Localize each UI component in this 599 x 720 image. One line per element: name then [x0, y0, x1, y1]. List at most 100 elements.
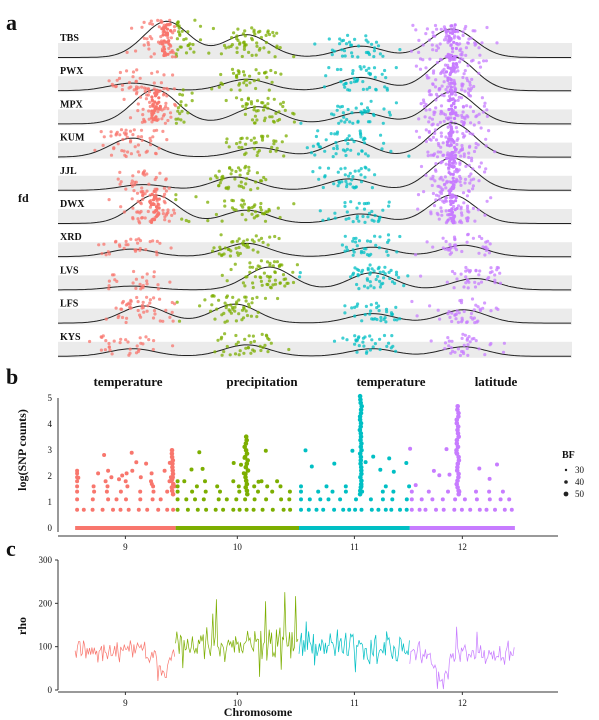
fd-point: [356, 119, 360, 123]
snp-point: [234, 497, 239, 502]
fd-point: [140, 275, 145, 279]
population-label: DWX: [60, 199, 85, 210]
fd-point: [156, 18, 160, 22]
snp-point: [309, 464, 314, 469]
snp-point: [114, 497, 119, 502]
fd-point: [443, 27, 447, 31]
snp-point: [454, 437, 460, 443]
fd-point: [217, 298, 221, 302]
fd-point: [477, 165, 482, 169]
fd-point: [438, 120, 442, 124]
fd-point: [390, 334, 394, 338]
fd-point: [414, 253, 418, 257]
fd-point: [464, 281, 468, 285]
fd-point: [446, 76, 450, 80]
snp-point: [338, 497, 343, 502]
fd-point: [409, 49, 413, 53]
fd-point: [119, 180, 123, 184]
fd-point: [145, 149, 149, 153]
fd-point: [160, 42, 164, 46]
fd-point: [271, 264, 275, 268]
fd-point: [168, 280, 172, 284]
fd-point: [428, 89, 432, 93]
fd-point: [482, 104, 486, 108]
fd-point: [444, 162, 448, 166]
fd-point: [164, 189, 168, 193]
fd-point: [132, 189, 136, 193]
fd-point: [158, 319, 162, 323]
ridge-row: MPX: [58, 86, 572, 126]
fd-point: [215, 176, 219, 180]
fd-point: [461, 30, 465, 34]
fd-point: [383, 68, 387, 73]
fd-point: [151, 316, 156, 320]
snp-point: [75, 468, 80, 473]
fd-point: [336, 170, 340, 174]
fd-point: [246, 346, 250, 350]
fd-point: [333, 216, 337, 220]
fd-point: [447, 163, 451, 167]
snp-point: [357, 417, 363, 423]
fd-point: [224, 46, 228, 50]
fd-point: [437, 217, 441, 221]
fd-point: [258, 275, 262, 279]
fd-point: [235, 75, 239, 80]
fd-point: [230, 168, 234, 172]
fd-point: [231, 71, 236, 75]
fd-point: [174, 52, 178, 56]
fd-point: [472, 316, 476, 320]
fd-point: [449, 346, 453, 350]
snp-point: [231, 479, 236, 484]
fd-point: [186, 30, 190, 34]
fd-point: [379, 315, 383, 320]
fd-point: [495, 41, 499, 45]
fd-point: [259, 236, 264, 240]
fd-point: [182, 38, 186, 42]
fd-point: [139, 315, 143, 319]
fd-point: [411, 23, 415, 27]
fd-point: [247, 169, 251, 173]
fd-point: [462, 152, 466, 156]
snp-point: [200, 466, 205, 471]
snp-point: [440, 497, 445, 502]
fd-point: [143, 216, 147, 220]
snp-point: [391, 489, 396, 494]
fd-point: [378, 285, 382, 289]
fd-point: [109, 130, 113, 134]
fd-point: [282, 154, 286, 158]
fd-point: [466, 343, 470, 347]
snp-point: [75, 497, 80, 502]
fd-point: [453, 116, 457, 121]
fd-point: [381, 270, 385, 274]
fd-point: [140, 216, 144, 220]
fd-point: [487, 251, 491, 255]
fd-point: [115, 130, 119, 134]
fd-point: [248, 261, 252, 265]
snp-point: [279, 497, 284, 502]
fd-point: [459, 207, 463, 211]
fd-point: [172, 87, 176, 91]
fd-point: [461, 191, 466, 195]
fd-point: [339, 67, 343, 72]
snp-point: [456, 414, 461, 419]
fd-point: [155, 214, 159, 218]
snp-point: [193, 497, 197, 502]
fd-point: [423, 115, 427, 119]
snp-point: [299, 489, 303, 494]
fd-point: [448, 192, 452, 196]
fd-point: [433, 128, 437, 132]
snp-point: [456, 458, 462, 463]
snp-point: [169, 448, 175, 453]
ridge-band: [58, 242, 572, 259]
fd-point: [313, 153, 317, 157]
fd-point: [155, 70, 159, 74]
fd-point: [118, 133, 122, 137]
fd-point: [136, 102, 140, 106]
fd-point: [235, 142, 239, 146]
density-curve: [58, 89, 571, 125]
fd-point: [362, 344, 366, 348]
fd-point: [239, 180, 243, 184]
fd-point: [269, 341, 273, 345]
fd-point: [451, 138, 455, 142]
fd-point: [152, 129, 156, 133]
